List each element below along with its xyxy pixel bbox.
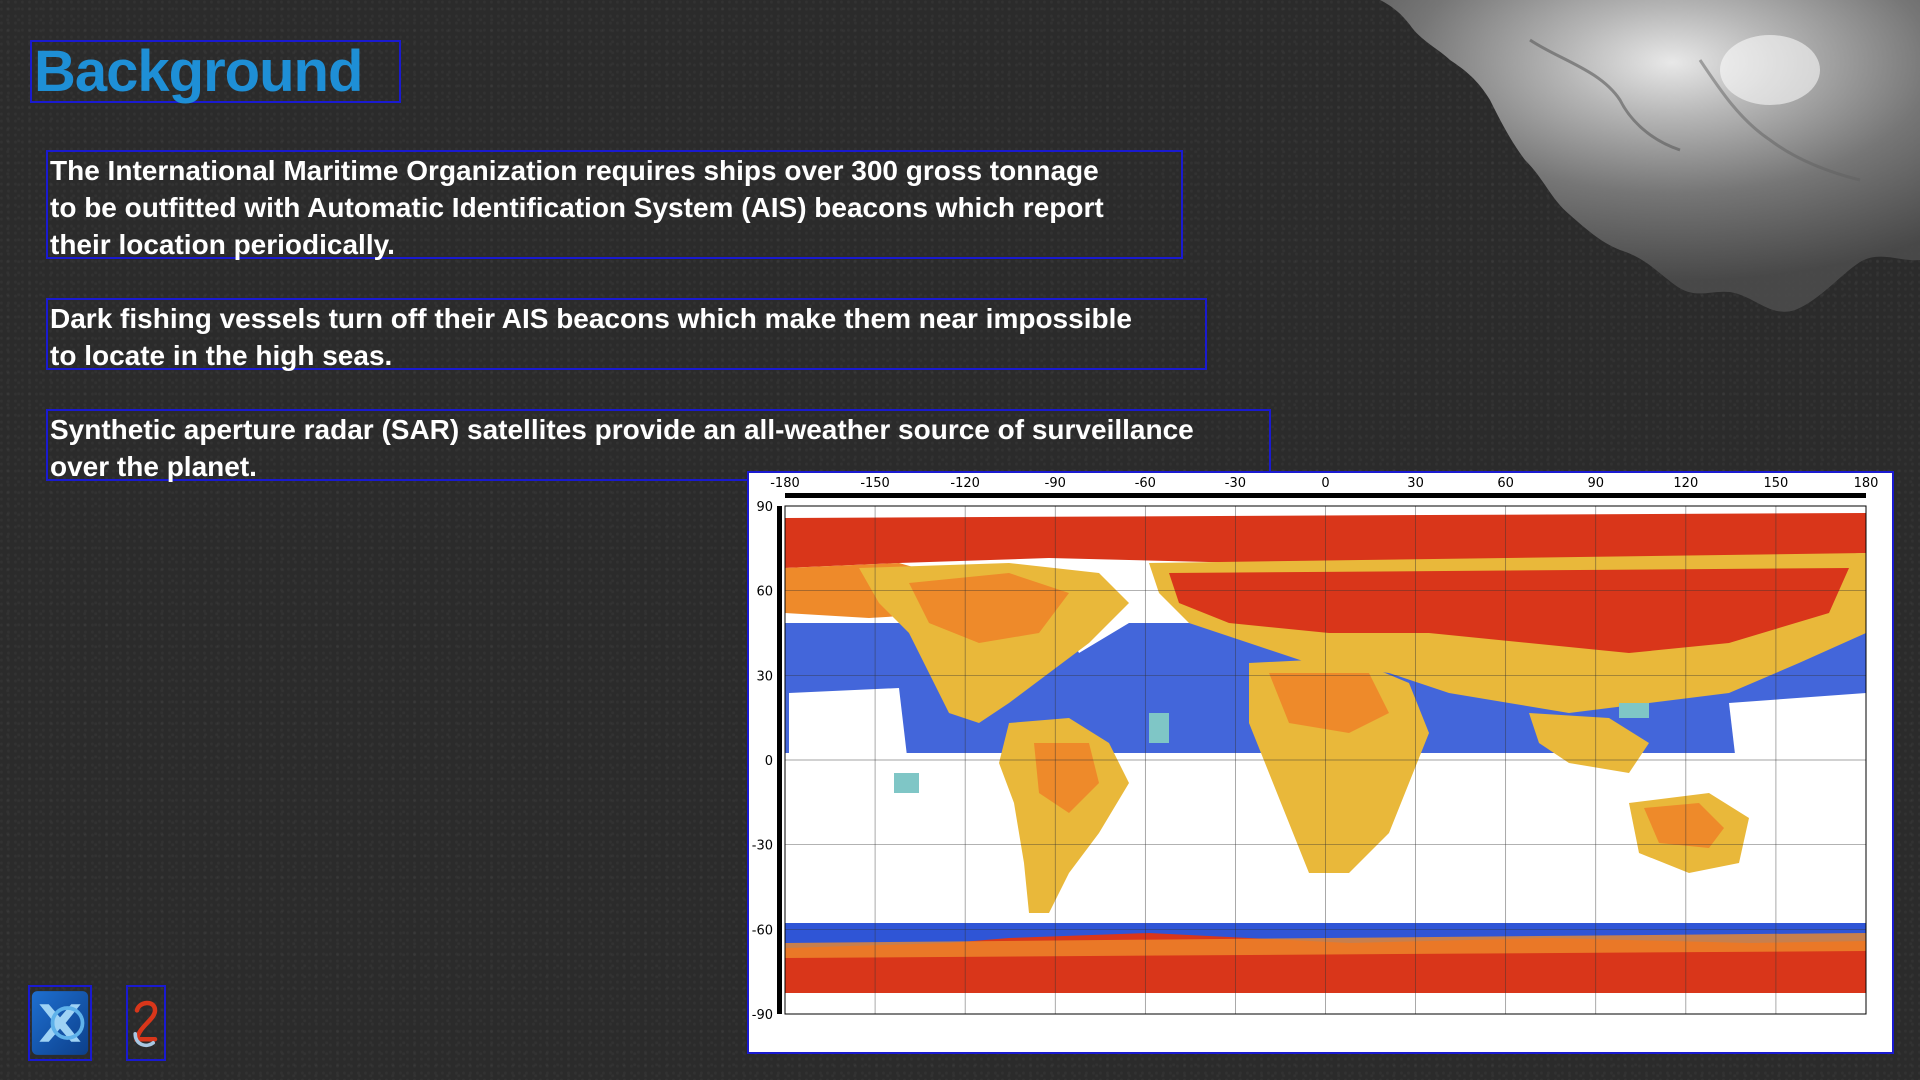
paragraph-dark-vessels: Dark fishing vessels turn off their AIS … — [46, 298, 1207, 371]
x-tick-label: -90 — [1045, 476, 1066, 491]
longitude-tick-labels: -180 -150 -120 -90 -60 -30 0 30 60 90 120 150 180 — [770, 476, 1878, 491]
x-tick-label: -180 — [770, 476, 800, 491]
plot-border — [784, 505, 1867, 1015]
x-tick-label: 0 — [1321, 476, 1329, 491]
satellite-terrain-image — [1300, 0, 1920, 312]
x-logo-icon — [28, 985, 92, 1061]
x-tick-label: 180 — [1854, 476, 1879, 491]
x-tick-label: -120 — [950, 476, 980, 491]
x-tick-label: 60 — [1497, 476, 1514, 491]
number-two-logo-icon — [126, 985, 166, 1061]
slide-title: Background — [30, 40, 401, 103]
y-tick-label: -60 — [752, 923, 773, 938]
y-tick-label: 0 — [765, 754, 773, 769]
map-gridlines — [785, 506, 1866, 1014]
x-tick-label: 150 — [1764, 476, 1789, 491]
y-tick-label: -30 — [752, 839, 773, 854]
top-axis-bar — [785, 493, 1866, 498]
paragraph-ais-requirement: The International Maritime Organization … — [46, 150, 1183, 260]
world-coverage-chart: -180 -150 -120 -90 -60 -30 0 30 60 90 120 150 180 90… — [752, 476, 1879, 1023]
y-tick-label: 90 — [756, 500, 773, 515]
x-tick-label: -60 — [1135, 476, 1156, 491]
x-tick-label: 90 — [1587, 476, 1604, 491]
x-tick-label: 120 — [1673, 476, 1698, 491]
sar-coverage-map: -180 -150 -120 -90 -60 -30 0 30 60 90 120 150 180 90… — [747, 471, 1894, 1054]
x-tick-label: 30 — [1407, 476, 1424, 491]
latitude-tick-labels: 90 60 30 0 -30 -60 -90 — [752, 500, 773, 1023]
x-tick-label: -30 — [1225, 476, 1246, 491]
x-tick-label: -150 — [860, 476, 890, 491]
left-axis-bar — [777, 506, 782, 1014]
y-tick-label: -90 — [752, 1008, 773, 1023]
y-tick-label: 60 — [756, 585, 773, 600]
y-tick-label: 30 — [756, 669, 773, 684]
paragraph-sar-satellites: Synthetic aperture radar (SAR) satellite… — [46, 409, 1271, 482]
